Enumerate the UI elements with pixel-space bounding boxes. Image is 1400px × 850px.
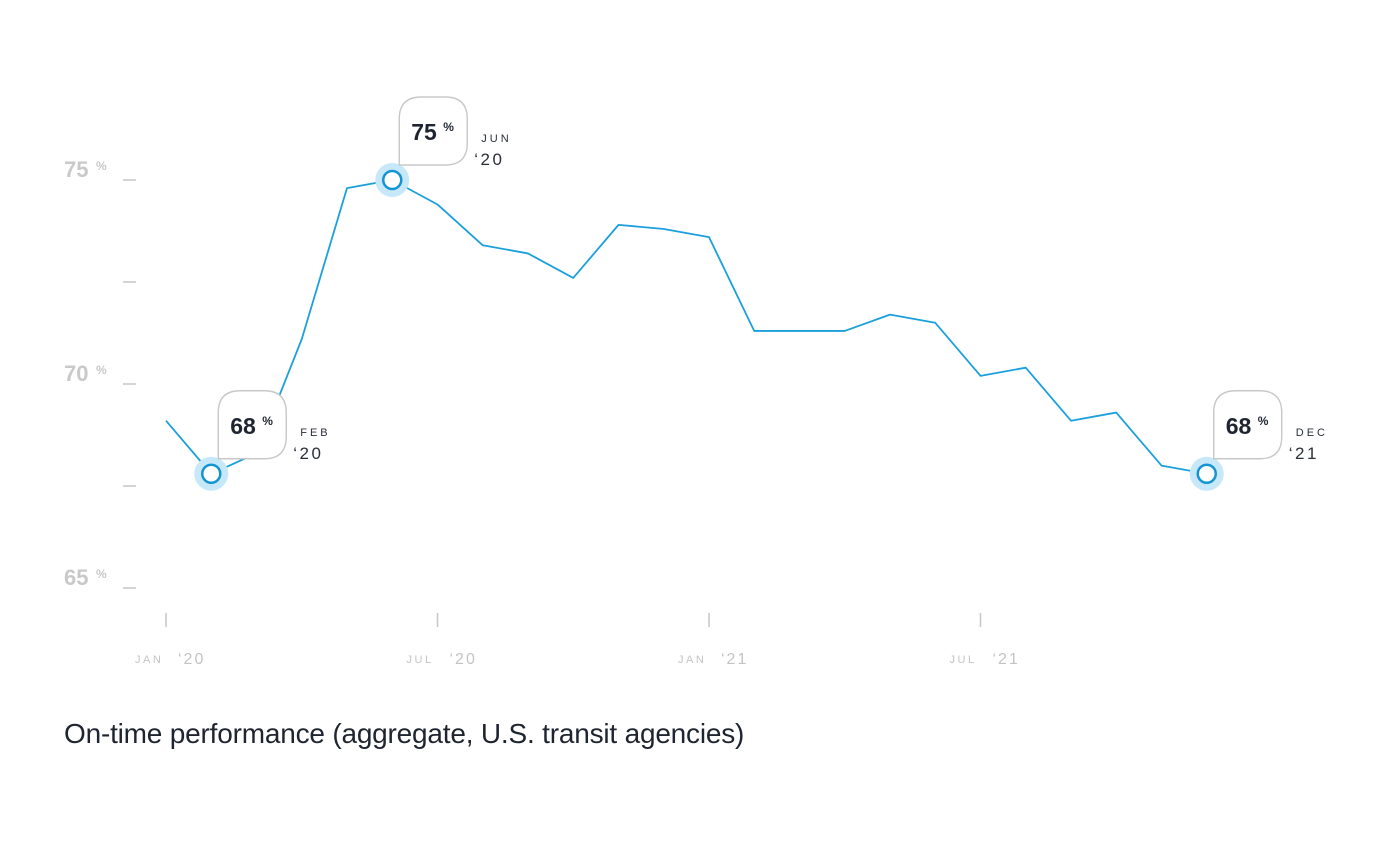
callout-year: ‘21 [1289,444,1319,463]
callout-unit: % [262,414,273,428]
callout-value: 75 [411,119,437,145]
series-line [165,179,1207,475]
annotation-callout: 68 % FEB ‘20 [217,390,330,463]
callouts: 68 % FEB ‘20 75 % JUN ‘20 68 % DEC ‘21 [217,96,1328,463]
y-tick-unit: % [96,363,107,377]
series-layer [165,179,1207,475]
highlight-point [201,463,222,485]
highlight-point [382,169,403,191]
x-tick-month: JUL [950,654,977,666]
callout-value: 68 [230,413,256,439]
annotation-callout: 75 % JUN ‘20 [398,96,511,169]
x-tick-year: ‘21 [993,651,1020,668]
callout-year: ‘20 [474,150,504,169]
y-tick-label: 65 [64,565,88,590]
chart-caption: On-time performance (aggregate, U.S. tra… [64,718,745,749]
callout-month: FEB [300,427,330,439]
callout-month: DEC [1296,427,1328,439]
x-tick-year: ‘21 [721,651,748,668]
highlight-point [1196,463,1217,485]
callout-bubble [1213,390,1283,460]
x-tick-month: JAN [135,654,163,666]
callout-unit: % [1258,414,1269,428]
callout-bubble [398,96,468,166]
x-tick-month: JAN [678,654,706,666]
callout-year: ‘20 [293,444,323,463]
x-tick-month: JUL [407,654,434,666]
y-axis: 75 % 70 % 65% [64,157,136,590]
y-tick-label: 70 [64,361,88,386]
y-tick-label: 75 [64,157,88,182]
x-tick-year: ‘20 [450,651,477,668]
x-axis: JAN ‘20 JUL ‘20 JAN ‘21 JUL ‘21 [135,613,1020,668]
markers [194,163,1224,491]
callout-month: JUN [481,133,511,145]
y-tick-unit: % [96,567,107,581]
annotation-callout: 68 % DEC ‘21 [1213,390,1328,463]
callout-unit: % [443,120,454,134]
callout-bubble [217,390,287,460]
line-chart: 75 % 70 % 65% JAN ‘20 JUL ‘20 JAN ‘21 JUL ‘21 68 % FE… [64,96,1328,668]
x-tick-year: ‘20 [178,651,205,668]
y-tick-unit: % [96,159,107,173]
callout-value: 68 [1226,413,1252,439]
